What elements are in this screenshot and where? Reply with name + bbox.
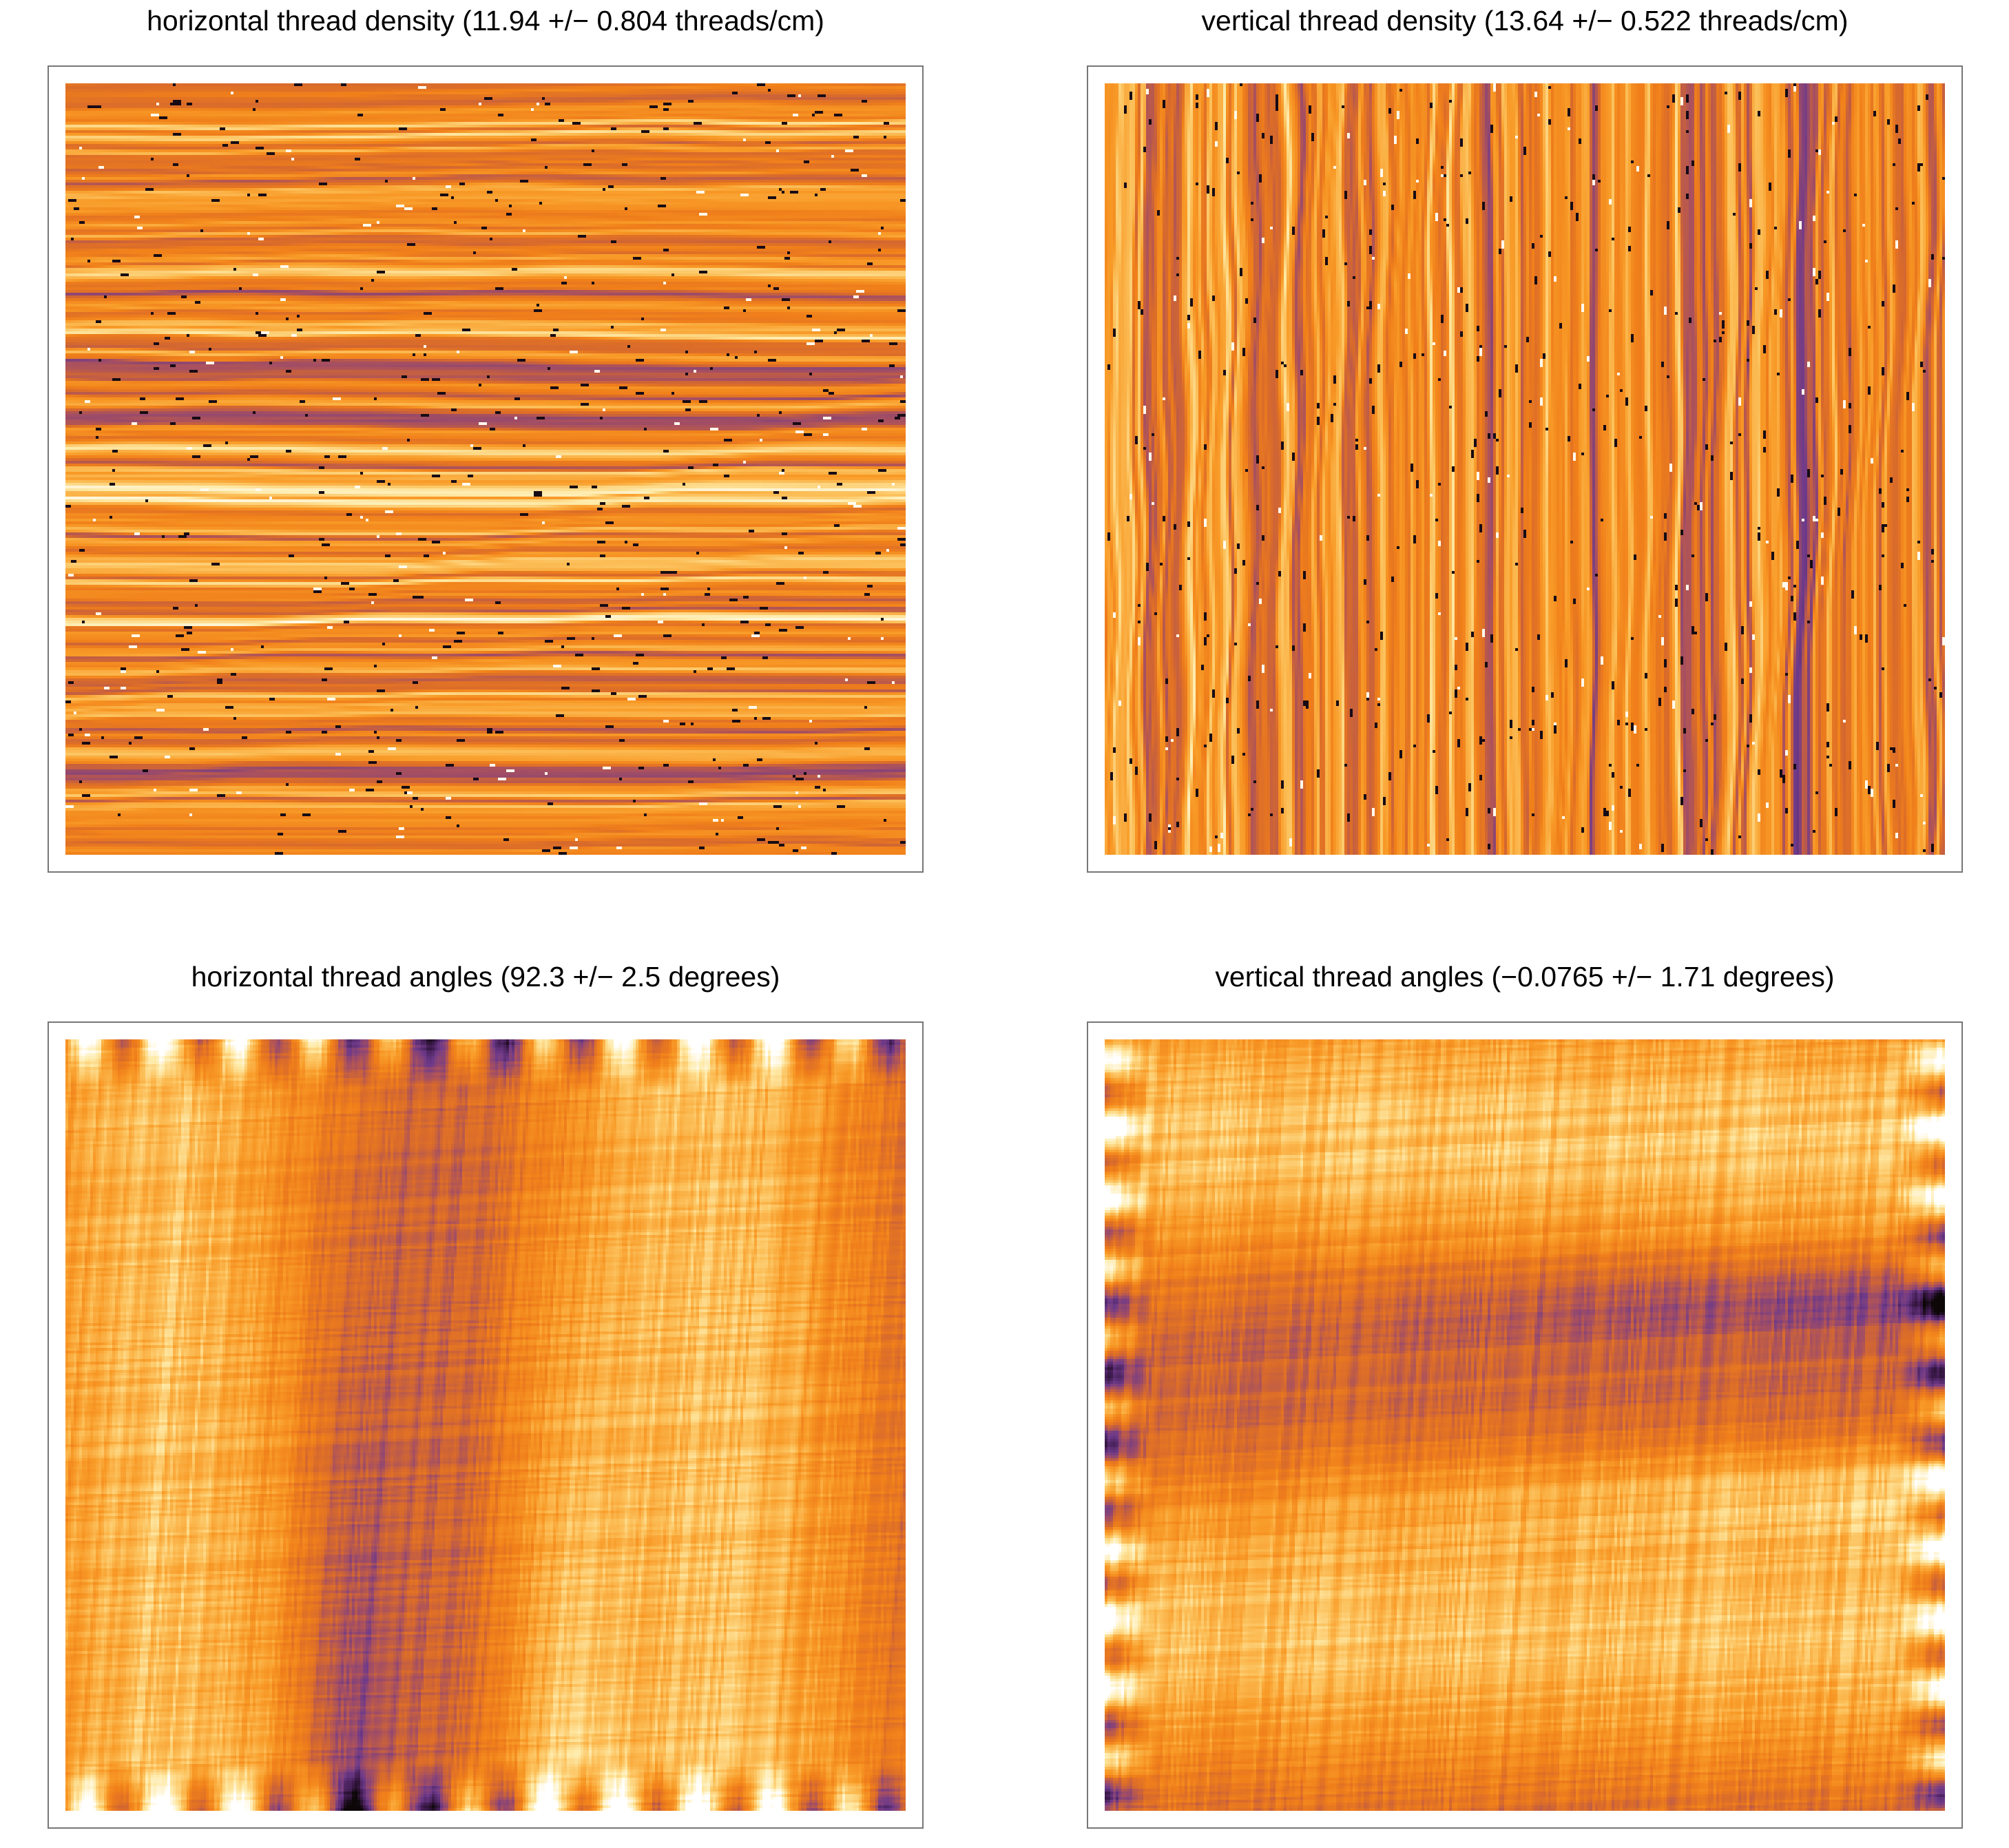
plot-frame — [1087, 1021, 1963, 1829]
chart-title: vertical thread density (13.64 +/− 0.522… — [1201, 5, 1849, 37]
plot-frame — [48, 1021, 924, 1829]
plot-frame — [48, 65, 924, 873]
chart-title: vertical thread angles (−0.0765 +/− 1.71… — [1215, 961, 1835, 993]
plot-frame — [1087, 65, 1963, 873]
chart-title: horizontal thread angles (92.3 +/− 2.5 d… — [191, 961, 780, 993]
heatmap-image — [65, 83, 906, 855]
heatmap-image — [1105, 1039, 1945, 1811]
chart-title: horizontal thread density (11.94 +/− 0.8… — [147, 5, 824, 37]
heatmap-image — [1105, 83, 1945, 855]
heatmap-image — [65, 1039, 906, 1811]
